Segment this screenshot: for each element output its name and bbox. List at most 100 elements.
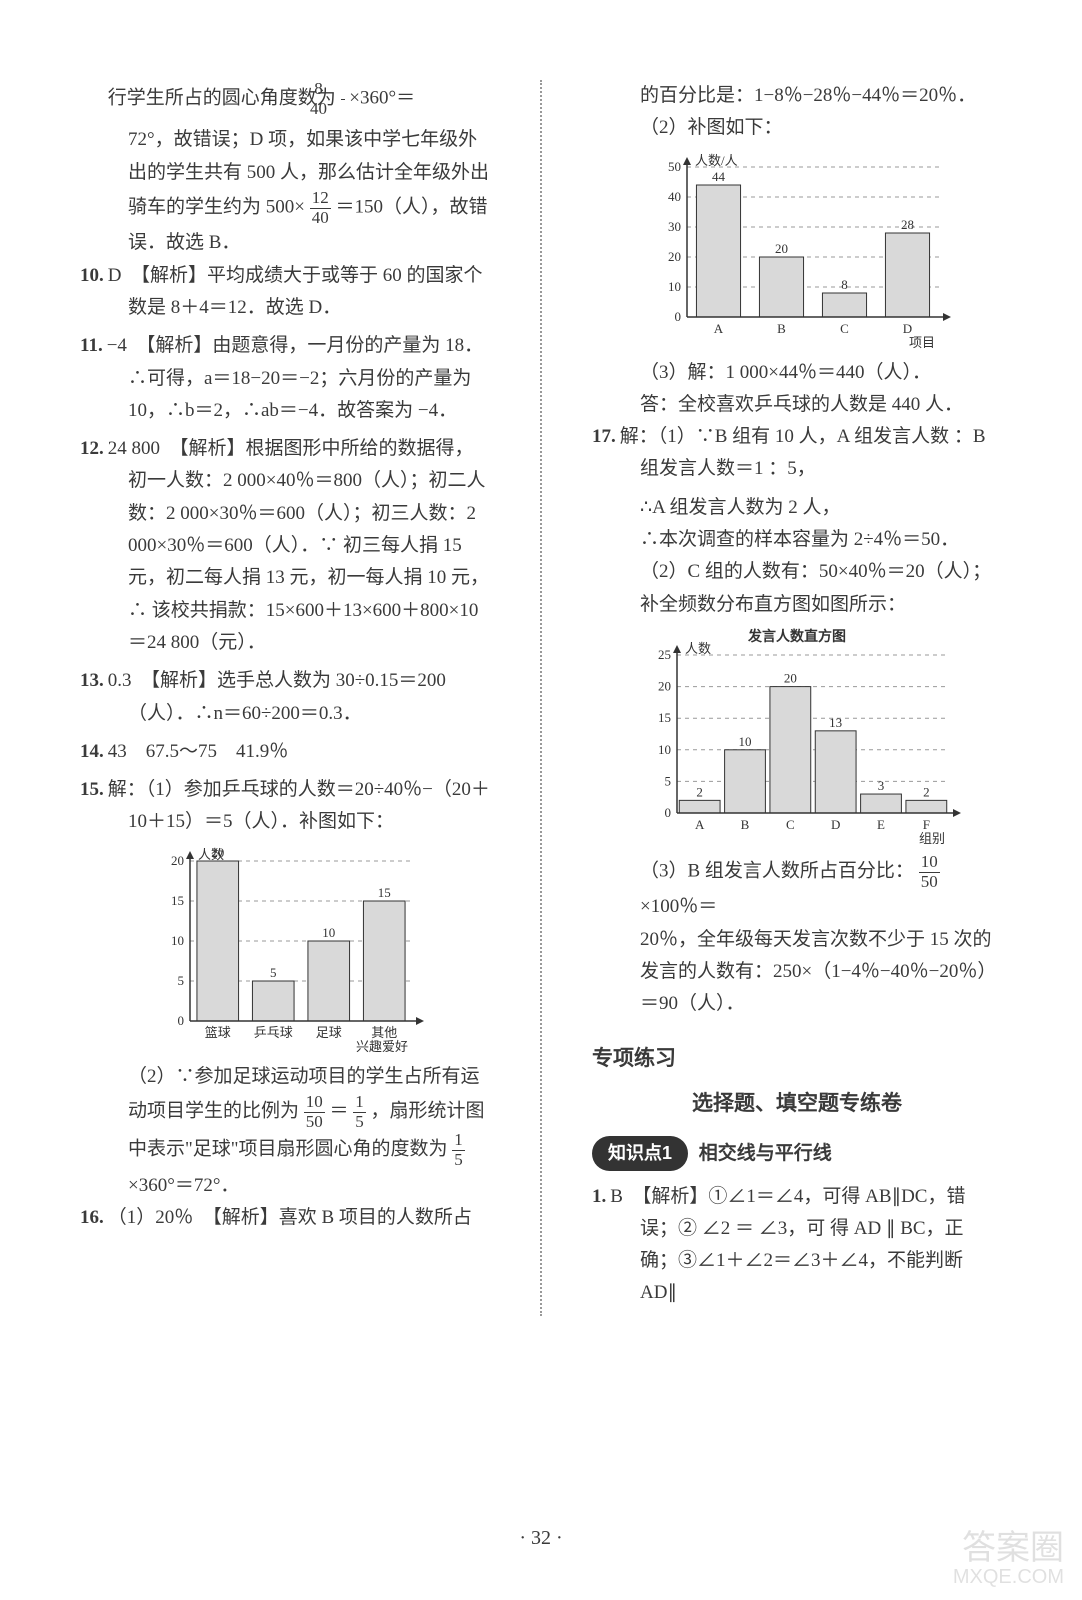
column-divider — [540, 80, 542, 1316]
q17e: （3）B 组发言人数所占百分比： 1050 ×100％＝ — [592, 853, 1002, 924]
text: 答：全校喜欢乒乓球的人数是 440 人． — [640, 394, 963, 415]
q15-part2: （2）∵参加足球运动项目的学生占所有运动项目学生的比例为 1050 ＝ 15 ，… — [80, 1061, 490, 1202]
svg-text:28: 28 — [901, 217, 914, 232]
text: （3）解：1 000×44％＝440（人）． — [640, 362, 931, 383]
svg-text:D: D — [903, 321, 912, 336]
svg-text:B: B — [741, 817, 750, 832]
svg-text:E: E — [877, 817, 885, 832]
svg-text:2: 2 — [923, 784, 930, 799]
knowledge-point-row: 知识点1 相交线与平行线 — [592, 1136, 1002, 1171]
text: ×100％＝ — [640, 896, 717, 917]
svg-text:5: 5 — [270, 965, 277, 980]
q16-answer: 答：全校喜欢乒乓球的人数是 440 人． — [592, 389, 1002, 421]
svg-text:0: 0 — [675, 309, 682, 324]
svg-text:50: 50 — [668, 159, 681, 174]
question-13: 13.0.3 【解析】选手总人数为 30÷0.15＝200（人）．∴n＝60÷2… — [80, 665, 490, 730]
svg-text:10: 10 — [658, 742, 671, 757]
text-block: 72°，故错误；D 项，如果该中学七年级外出的学生共有 500 人，那么估计全年… — [80, 124, 490, 259]
text: （2）补图如下： — [640, 117, 783, 138]
question-14: 14.43 67.5～75 41.9％ — [80, 736, 490, 768]
svg-text:20: 20 — [668, 249, 681, 264]
svg-text:20: 20 — [171, 853, 184, 868]
left-column: 00.行学生所占的圆心角度数为 840 ×360°＝ 72°，故错误；D 项，如… — [80, 80, 490, 1316]
svg-text:13: 13 — [829, 715, 842, 730]
text: B 【解析】①∠1＝∠4，可得 AB∥DC，错误；② ∠2 ＝ ∠3，可 得 A… — [610, 1186, 965, 1304]
text: ∴A 组发言人数为 2 人， — [640, 497, 841, 518]
svg-text:发言人数直方图: 发言人数直方图 — [747, 628, 846, 645]
q17f: 20％，全年级每天发言次数不少于 15 次的发言的人数有：250×（1−4％−4… — [592, 924, 1002, 1021]
right-column: 的百分比是：1−8％−28％−44％＝20％． （2）补图如下： 0102030… — [592, 80, 1002, 1316]
q16-part2: （2）补图如下： — [592, 112, 1002, 144]
svg-text:兴趣爱好: 兴趣爱好 — [356, 1039, 408, 1054]
svg-text:0: 0 — [665, 805, 672, 820]
svg-text:人数/人: 人数/人 — [695, 153, 738, 168]
svg-text:项目: 项目 — [909, 335, 935, 350]
watermark-line2: MXQE.COM — [953, 1567, 1064, 1588]
svg-text:人数: 人数 — [198, 847, 224, 862]
svg-text:C: C — [786, 817, 795, 832]
knowledge-pill: 知识点1 — [592, 1136, 688, 1171]
page-footer: · 32 · — [0, 1527, 1082, 1550]
q17b: ∴A 组发言人数为 2 人， — [592, 492, 1002, 524]
chart-q16: 0102030405044A20B8C28D人数/人项目 — [637, 151, 957, 351]
q16-part3: （3）解：1 000×44％＝440（人）． — [592, 357, 1002, 389]
text: 解：（1）∵B 组有 10 人，A 组发言人数 ：B 组发言人数＝1 ：5， — [620, 426, 986, 479]
svg-text:25: 25 — [658, 647, 671, 662]
svg-text:2: 2 — [696, 784, 703, 799]
continuation-text: 00.行学生所占的圆心角度数为 840 ×360°＝ — [80, 80, 490, 118]
svg-text:20: 20 — [775, 241, 788, 256]
svg-text:篮球: 篮球 — [205, 1025, 231, 1040]
question-11: 11.−4 【解析】由题意得，一月份的产量为 18．∴可得，a＝18−20＝−2… — [80, 330, 490, 427]
text: ×360°＝ — [349, 88, 415, 109]
svg-text:5: 5 — [665, 773, 672, 788]
fraction-10-50b: 1050 — [919, 853, 940, 891]
q16-cont: 的百分比是：1−8％−28％−44％＝20％． — [592, 80, 1002, 112]
sub-header: 选择题、填空题专练卷 — [592, 1086, 1002, 1122]
fraction-10-50: 1050 — [304, 1093, 325, 1131]
svg-text:其他: 其他 — [371, 1025, 397, 1040]
section-header: 专项练习 — [592, 1041, 1002, 1077]
svg-text:20: 20 — [658, 679, 671, 694]
svg-text:30: 30 — [668, 219, 681, 234]
text: 解：（1）参加乒乓球的人数＝20÷40％−（20＋10＋15）＝5（人）．补图如… — [108, 779, 490, 832]
fraction-8-40: 840 — [341, 80, 345, 118]
svg-text:10: 10 — [739, 734, 752, 749]
svg-text:40: 40 — [668, 189, 681, 204]
question-12: 12.24 800 【解析】根据图形中所给的数据得，初一人数：2 000×40％… — [80, 433, 490, 659]
svg-text:0: 0 — [178, 1013, 185, 1028]
svg-text:F: F — [923, 817, 930, 832]
text: 24 800 【解析】根据图形中所给的数据得，初一人数：2 000×40％＝80… — [108, 438, 489, 653]
page: 00.行学生所占的圆心角度数为 840 ×360°＝ 72°，故错误；D 项，如… — [0, 0, 1082, 1356]
svg-text:8: 8 — [841, 277, 848, 292]
text: 43 67.5～75 41.9％ — [108, 741, 289, 762]
svg-text:15: 15 — [378, 885, 391, 900]
text: 20％，全年级每天发言次数不少于 15 次的发言的人数有：250×（1−4％−4… — [640, 929, 996, 1015]
svg-text:5: 5 — [178, 973, 185, 988]
svg-text:A: A — [695, 817, 705, 832]
svg-text:3: 3 — [878, 778, 885, 793]
text: D 【解析】平均成绩大于或等于 60 的国家个数是 8＋4＝12．故选 D． — [108, 265, 483, 318]
question-15: 15.解：（1）参加乒乓球的人数＝20÷40％−（20＋10＋15）＝5（人）．… — [80, 774, 490, 839]
svg-text:组别: 组别 — [919, 831, 945, 846]
svg-text:15: 15 — [171, 893, 184, 908]
text: 0.3 【解析】选手总人数为 30÷0.15＝200（人）．∴n＝60÷200＝… — [108, 670, 446, 723]
fraction-1-5: 15 — [353, 1093, 366, 1131]
svg-text:44: 44 — [712, 169, 726, 184]
svg-text:D: D — [831, 817, 840, 832]
text: ∴本次调查的样本容量为 2÷4％＝50． — [640, 529, 959, 550]
text: ×360°＝72°． — [128, 1175, 239, 1196]
kp-question-1: 1.B 【解析】①∠1＝∠4，可得 AB∥DC，错误；② ∠2 ＝ ∠3，可 得… — [592, 1181, 1002, 1310]
watermark-line1: 答案圈 — [953, 1531, 1064, 1567]
svg-text:人数: 人数 — [685, 641, 711, 656]
svg-text:A: A — [714, 321, 724, 336]
svg-text:10: 10 — [171, 933, 184, 948]
svg-text:20: 20 — [784, 671, 797, 686]
knowledge-label: 相交线与平行线 — [699, 1143, 832, 1164]
fraction-12-40: 1240 — [310, 189, 331, 227]
svg-text:10: 10 — [322, 925, 335, 940]
text: （2）C 组的人数有：50×40％＝20（人）；补全频数分布直方图如图所示： — [640, 561, 991, 614]
question-10: 10.D 【解析】平均成绩大于或等于 60 的国家个数是 8＋4＝12．故选 D… — [80, 260, 490, 325]
question-17: 17.解：（1）∵B 组有 10 人，A 组发言人数 ：B 组发言人数＝1 ：5… — [592, 421, 1002, 486]
q17c: ∴本次调查的样本容量为 2÷4％＝50． — [592, 524, 1002, 556]
svg-text:10: 10 — [668, 279, 681, 294]
